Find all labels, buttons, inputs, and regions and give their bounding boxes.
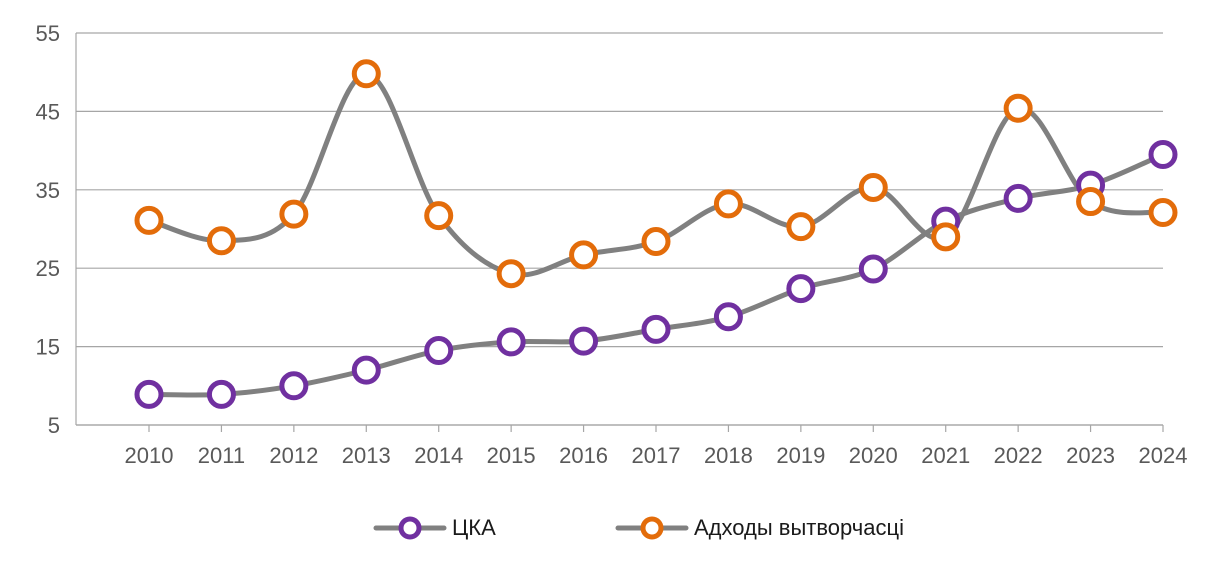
x-tick-label: 2024: [1139, 443, 1188, 468]
series-2-point: [1148, 198, 1178, 228]
legend-swatch-series-2: [615, 516, 689, 540]
legend-marker: [640, 516, 664, 540]
series-2-point: [351, 59, 381, 89]
series-1-point: [786, 274, 816, 304]
x-tick-label: 2018: [704, 443, 753, 468]
x-tick-label: 2017: [632, 443, 681, 468]
axes: [75, 33, 1164, 432]
x-tick-label: 2023: [1066, 443, 1115, 468]
legend-swatch-series-1: [373, 516, 447, 540]
series-2-point: [134, 205, 164, 235]
y-tick-label: 5: [48, 413, 60, 438]
series-2-point: [858, 172, 888, 202]
series-1-point: [424, 336, 454, 366]
y-axis-tick-labels: 55 45 35 25 15 5: [36, 21, 60, 438]
series-1-point: [206, 379, 236, 409]
legend: ЦКА Адходы вытворчасці: [0, 508, 1213, 548]
series-2-point: [496, 259, 526, 289]
x-tick-label: 2016: [559, 443, 608, 468]
series-2-point: [786, 212, 816, 242]
x-tick-label: 2014: [414, 443, 463, 468]
series-2-point: [713, 189, 743, 219]
y-tick-label: 15: [36, 335, 60, 360]
legend-marker: [398, 516, 422, 540]
grid-lines: [76, 32, 1163, 426]
y-tick-label: 45: [36, 99, 60, 124]
series-2-point: [1003, 93, 1033, 123]
line-chart: 55 45 35 25 15 5 2010 2011 2012 2013 2014 2015 2016…: [36, 21, 1188, 468]
series-2-point: [569, 240, 599, 270]
x-tick-label: 2010: [125, 443, 174, 468]
x-tick-label: 2020: [849, 443, 898, 468]
series-1-point: [496, 327, 526, 357]
legend-item-series-2: Адходы вытворчасці: [612, 508, 904, 548]
legend-label-series-1: ЦКА: [452, 515, 496, 540]
series-2-point: [279, 199, 309, 229]
x-tick-label: 2015: [487, 443, 536, 468]
series-1-point: [641, 314, 671, 344]
series-1-point: [569, 326, 599, 356]
series-2-point: [424, 201, 454, 231]
series-markers: [134, 59, 1178, 409]
x-tick-label: 2011: [198, 443, 245, 468]
y-tick-label: 55: [36, 21, 60, 46]
legend-label-series-2: Адходы вытворчасці: [694, 515, 904, 540]
series-1-point: [858, 254, 888, 284]
series-2-point: [931, 222, 961, 252]
x-tick-label: 2013: [342, 443, 391, 468]
series-1-point: [1003, 183, 1033, 213]
series-1-point: [134, 379, 164, 409]
series-1-point: [713, 302, 743, 332]
y-tick-label: 35: [36, 178, 60, 203]
x-axis-tick-labels: 2010 2011 2012 2013 2014 2015 2016 2017 2018 2019…: [125, 443, 1188, 468]
series-1-point: [351, 355, 381, 385]
series-2-point: [1076, 187, 1106, 217]
x-tick-label: 2022: [994, 443, 1043, 468]
x-tick-label: 2019: [776, 443, 825, 468]
series-2-point: [206, 226, 236, 256]
series-2-point: [641, 227, 671, 257]
x-tick-label: 2021: [921, 443, 970, 468]
legend-item-series-1: ЦКА: [370, 508, 496, 548]
series-1-point: [1148, 140, 1178, 170]
y-tick-label: 25: [36, 256, 60, 281]
x-tick-label: 2012: [269, 443, 318, 468]
series-1-point: [279, 371, 309, 401]
